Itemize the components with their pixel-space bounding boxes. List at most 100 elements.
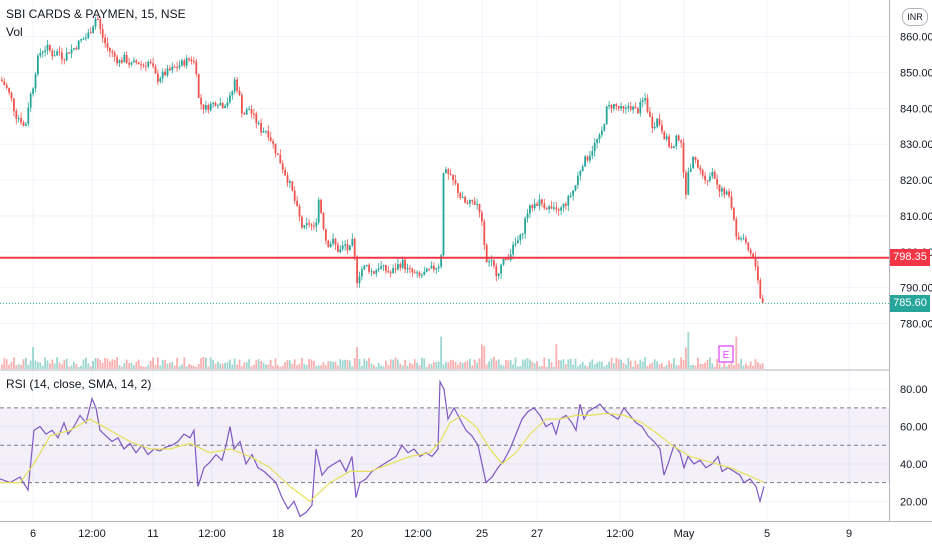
volume-bar [29,360,32,369]
candle-body [541,199,543,204]
volume-bar [181,364,183,369]
candle-body [596,139,598,143]
volume-bar [368,357,370,369]
candle-body [593,142,596,152]
volume-bar [709,357,711,369]
candle-body [682,142,685,173]
candle-body [709,176,711,181]
candle-body [238,90,241,96]
candle-body [116,56,118,64]
candle-body [164,71,166,76]
candle-body [761,298,764,303]
volume-bar [725,366,728,369]
rsi-tick-label: 60.00 [900,422,928,434]
candle-body [716,178,718,185]
volume-bar [274,358,277,369]
currency-badge[interactable]: INR [902,8,928,26]
volume-bar [337,365,339,369]
volume-bar [481,344,483,369]
candle-body [665,136,668,140]
price-axis[interactable]: 860.00850.00840.00830.00820.00810.00800.… [900,32,932,331]
volume-bar [531,361,534,369]
volume-bar [694,365,697,369]
volume-bar [697,357,699,369]
candle-body [653,126,656,129]
time-axis[interactable]: 6 12:00 11 12:00 18 20 12:00 25 27 12:00 May 5 9 [30,528,852,540]
volume-bar [207,366,210,369]
volume-bar [478,358,481,369]
candle-body [610,104,613,109]
candle-body [718,184,721,192]
volume-bar [113,359,116,369]
candle-body [373,271,375,274]
volume-bar [442,364,445,369]
candle-body [250,109,253,114]
volume-bar [627,357,630,369]
candle-body [25,123,27,126]
volume-bar [269,359,272,369]
volume-bar [8,364,10,369]
volume-bar [200,358,202,369]
rsi-tick-label: 20.00 [900,496,928,508]
candle-body [106,43,109,48]
candle-body [752,253,754,258]
candle-body [109,47,111,52]
volume-bar [133,365,135,369]
volume-bar [656,361,658,369]
candle-body [363,265,366,270]
volume-bar [241,366,243,369]
volume-bar [279,366,282,369]
volume-bar [680,357,682,369]
candle-body [236,79,238,91]
candle-body [437,266,440,269]
volume-bar [718,363,721,369]
rsi-axis[interactable]: 80.00 60.00 40.00 20.00 [900,384,928,508]
earnings-marker[interactable]: E [718,345,734,363]
rsi-legend[interactable]: RSI (14, close, SMA, 14, 2) [6,377,152,391]
volume-bar [320,365,322,369]
candle-body [161,71,164,79]
candle-body [742,238,745,240]
candle-body [651,116,654,129]
rsi-sma-line [0,412,765,503]
candle-body [123,54,126,63]
time-tick-label: 5 [764,528,770,540]
volume-bar [473,359,476,369]
volume-bar [507,360,510,369]
volume-bar [759,364,762,369]
volume-bar [761,363,764,369]
volume-bar [22,359,25,369]
candle-body [58,51,61,53]
volume-bar [495,360,498,369]
candle-body [202,104,205,110]
candle-body [502,258,505,265]
volume-bar [351,366,354,369]
volume-bar [485,364,488,369]
candle-body [428,268,430,270]
volume-bar [644,357,646,369]
candle-body [128,62,130,65]
volume-bar [94,357,97,369]
candle-body [416,272,418,274]
candle-body [481,212,483,222]
volume-bar [17,364,20,369]
candle-body [296,200,298,206]
volume-bar [89,366,92,369]
price-tick-label: 840.00 [900,103,932,115]
volume-bar [13,357,15,369]
volume-bar [548,358,550,369]
candle-body [644,98,646,101]
candle-body [166,68,169,76]
chart-symbol-title[interactable]: SBI CARDS & PAYMEN, 15, NSE [6,7,186,21]
candle-body [20,118,22,123]
volume-legend[interactable]: Vol [6,25,23,39]
volume-bar [663,366,666,369]
volume-bar [605,364,608,369]
candle-body [567,195,570,206]
candle-body [248,109,250,111]
candle-body [341,245,344,250]
candle-body [548,206,550,210]
volume-bar [305,364,308,369]
candle-body [577,175,579,186]
